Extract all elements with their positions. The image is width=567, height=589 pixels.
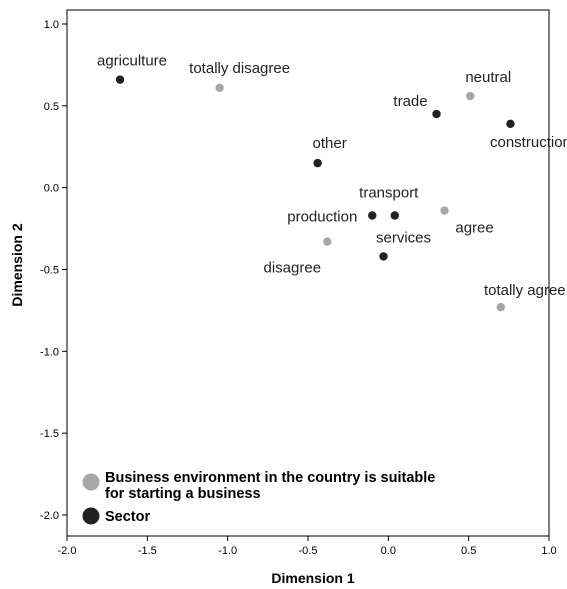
data-point xyxy=(506,119,515,129)
point-label: trade xyxy=(393,93,427,110)
point-label: agriculture xyxy=(97,53,167,70)
data-point xyxy=(466,91,475,101)
data-point xyxy=(379,252,388,261)
x-tick-label: -1.0 xyxy=(218,545,237,557)
legend-label: Business environment in the country is s… xyxy=(105,470,435,486)
y-axis-title: Dimension 2 xyxy=(9,223,25,306)
y-axis-ticks: 1.0 0.5 0.0 -0.5 -1.0 -1.5 -2.0 xyxy=(40,19,67,522)
point-label: totally agree xyxy=(484,282,566,299)
data-point xyxy=(323,237,332,246)
x-tick-label: 0.0 xyxy=(381,545,396,557)
data-points xyxy=(115,75,515,312)
y-tick-label: -1.5 xyxy=(40,428,59,440)
legend-label: Sector xyxy=(105,509,150,525)
x-axis-title: Dimension 1 xyxy=(271,570,354,586)
point-label: agree xyxy=(455,220,493,237)
point-labels: totally disagree neutral agree disagree tota… xyxy=(97,53,567,299)
x-tick-label: -0.5 xyxy=(299,545,318,557)
x-tick-label: -2.0 xyxy=(58,545,77,557)
y-tick-label: -0.5 xyxy=(40,265,59,277)
point-label: other xyxy=(313,135,347,152)
data-point xyxy=(440,206,449,215)
point-label: production xyxy=(287,208,357,225)
data-point xyxy=(390,211,399,220)
legend-label: for starting a business xyxy=(105,486,261,502)
data-point xyxy=(496,302,505,312)
y-tick-label: -1.0 xyxy=(40,346,59,358)
x-tick-label: 1.0 xyxy=(541,545,556,557)
data-point xyxy=(215,83,224,93)
legend-marker xyxy=(82,507,100,525)
point-label: disagree xyxy=(264,260,322,277)
y-tick-label: 1.0 xyxy=(44,19,59,31)
point-label: services xyxy=(376,229,431,246)
point-label: totally disagree xyxy=(189,60,290,77)
x-tick-label: -1.5 xyxy=(138,545,157,557)
legend: Business environment in the country is s… xyxy=(82,470,435,525)
y-tick-label: -2.0 xyxy=(40,510,59,522)
x-tick-label: 0.5 xyxy=(461,545,476,557)
point-label: neutral xyxy=(465,69,511,86)
point-label: transport xyxy=(359,184,419,201)
y-tick-label: 0.0 xyxy=(44,183,59,195)
point-label: construction xyxy=(490,134,567,151)
x-axis-ticks: -2.0 -1.5 -1.0 -0.5 0.0 0.5 1.0 xyxy=(58,536,557,557)
data-point xyxy=(368,211,377,220)
legend-marker xyxy=(82,473,100,491)
data-point xyxy=(313,158,322,168)
y-tick-label: 0.5 xyxy=(44,101,59,113)
data-point xyxy=(432,109,441,119)
data-point xyxy=(115,75,125,84)
